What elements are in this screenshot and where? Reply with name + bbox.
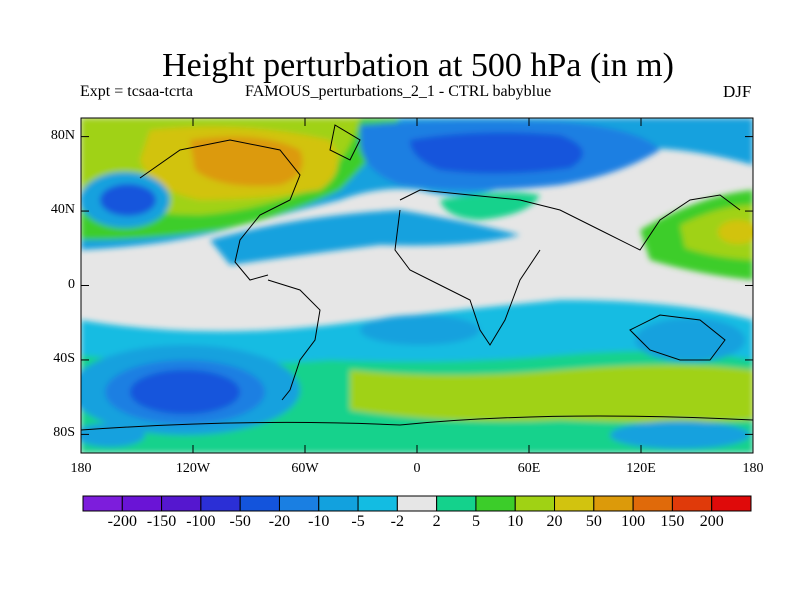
- colorbar-label: -150: [146, 513, 177, 530]
- colorbar-label: 10: [507, 513, 524, 530]
- x-tick-label: 120E: [626, 461, 656, 476]
- colorbar-swatch: [593, 495, 634, 512]
- colorbar-swatch: [436, 495, 477, 512]
- colorbar-swatch: [514, 495, 556, 512]
- colorbar-label: 50: [585, 513, 602, 530]
- colorbar-swatch: [82, 495, 123, 512]
- colorbar-swatch: [475, 495, 516, 512]
- model-label: FAMOUS_perturbations_2_1 - CTRL babyblue: [245, 83, 552, 100]
- colorbar-label: -2: [390, 513, 404, 530]
- y-tick-label: 80N: [50, 127, 75, 143]
- y-tick-label: 40N: [50, 202, 75, 218]
- colorbar-label: 150: [660, 513, 685, 530]
- colorbar-label: -10: [308, 513, 330, 530]
- colorbar-label: 2: [432, 513, 441, 530]
- colorbar-swatch: [161, 495, 202, 512]
- colorbar-label: 5: [471, 513, 480, 530]
- colorbar-label: 200: [699, 513, 724, 530]
- chart-title: Height perturbation at 500 hPa (in m): [162, 47, 674, 84]
- x-tick-label: 60E: [517, 461, 541, 476]
- colorbar-swatch: [711, 495, 752, 512]
- colorbar-label: -200: [107, 513, 137, 530]
- colorbar-swatch: [239, 495, 280, 512]
- colorbar-swatch: [632, 495, 673, 512]
- experiment-label: Expt = tcsaa-tcrta: [80, 83, 193, 100]
- contour-field: [81, 118, 753, 453]
- colorbar-swatch: [671, 495, 713, 512]
- y-tick-label: 80S: [53, 425, 75, 441]
- colorbar: [82, 495, 752, 512]
- y-tick-label: 40S: [53, 350, 75, 366]
- colorbar-label: 100: [621, 513, 646, 530]
- x-tick-label: 60W: [291, 461, 319, 476]
- colorbar-swatch: [554, 495, 595, 512]
- colorbar-label: -20: [268, 513, 291, 530]
- colorbar-label: -50: [229, 513, 251, 530]
- colorbar-label: -5: [351, 513, 365, 530]
- colorbar-swatch: [396, 495, 438, 512]
- x-tick-label: 120W: [175, 461, 211, 476]
- colorbar-swatch: [121, 495, 163, 512]
- colorbar-swatch: [200, 495, 241, 512]
- colorbar-swatch: [357, 495, 398, 512]
- colorbar-label: -100: [186, 513, 216, 530]
- axis-ticks: [80, 118, 754, 453]
- colorbar-swatch: [318, 495, 359, 512]
- x-tick-label: 0: [413, 461, 421, 476]
- coastlines: [81, 124, 753, 431]
- season-label: DJF: [723, 82, 752, 101]
- y-tick-label: 0: [68, 276, 75, 292]
- x-tick-label: 180: [70, 461, 92, 476]
- colorbar-swatch: [278, 495, 320, 512]
- colorbar-label: 20: [546, 513, 563, 530]
- x-tick-label: 180: [742, 461, 764, 476]
